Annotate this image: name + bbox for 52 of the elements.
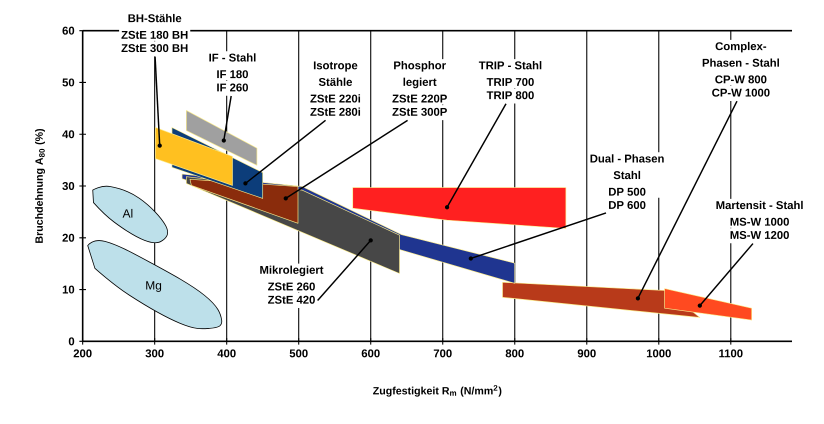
annotation: ZStE 260 (268, 282, 315, 290)
y-tick-label: 10 (62, 286, 74, 294)
annotation: Dual - Phasen (590, 154, 664, 163)
x-tick-label: 800 (506, 349, 524, 358)
y-tick-label: 20 (62, 234, 74, 242)
x-axis-title: Zugfestigkeit R$_{m}$ (N/mm$^{2}$) (373, 385, 502, 397)
annotation: Isotrope (314, 61, 358, 72)
x-tick-label: 400 (217, 349, 236, 358)
annotation: MS-W 1000 (730, 218, 789, 226)
y-tick-label: 30 (62, 182, 74, 190)
annotation: TRIP 700 (486, 78, 534, 86)
annotation: Complex- (716, 42, 766, 52)
annotation: IF - Stahl (209, 53, 256, 62)
y-tick-label: 40 (62, 130, 74, 138)
x-tick-label: 500 (290, 349, 308, 358)
y-tick-label: 50 (62, 78, 74, 86)
annotation: Stähle (318, 78, 352, 86)
annotation: ZStE 180 BH (121, 30, 188, 39)
x-tick-label: 900 (578, 349, 596, 358)
annotation: ZStE 300P (392, 108, 447, 116)
annotation: CP-W 800 (715, 75, 766, 84)
annotation: MS-W 1200 (730, 231, 789, 240)
annotation: Phasen - Stahl (702, 58, 779, 67)
annotation: ZStE 300 BH (121, 44, 188, 52)
y-tick-label: 60 (62, 26, 74, 35)
x-tick-label: 700 (434, 349, 452, 358)
annotation: Mikrolegiert (260, 266, 324, 276)
x-tick-label: 1000 (646, 349, 671, 358)
x-tick-label: 1100 (719, 349, 743, 358)
annotation: ZStE 280i (310, 108, 360, 116)
annotation: Phosphor (394, 61, 446, 72)
annotation: TRIP - Stahl (478, 61, 542, 70)
annotation: Martensit - Stahl (716, 200, 803, 210)
annotation: DP 500 (609, 188, 646, 196)
x-tick-label: 600 (362, 349, 380, 358)
y-tick-label: 0 (68, 337, 74, 346)
series-label: Mg (146, 281, 162, 292)
annotation: IF 180 (217, 70, 248, 78)
y-axis-title: Bruchdehnung A$_{80}$ (%) (35, 128, 45, 243)
annotation: ZStE 220i (310, 94, 360, 103)
annotation: TRIP 800 (486, 91, 534, 100)
x-tick-label: 300 (146, 349, 164, 358)
annotation: CP-W 1000 (712, 88, 770, 97)
annotation: Stahl (614, 170, 640, 180)
series-label: Al (122, 208, 132, 218)
annotation: ZStE 420 (268, 296, 315, 304)
annotation: ZStE 220P (392, 94, 447, 103)
annotation: legiert (404, 78, 436, 88)
text: BH-Stähle (128, 14, 182, 22)
annotation: IF 260 (217, 83, 248, 92)
annotation: DP 600 (609, 201, 646, 210)
x-tick-label: 200 (74, 349, 92, 358)
